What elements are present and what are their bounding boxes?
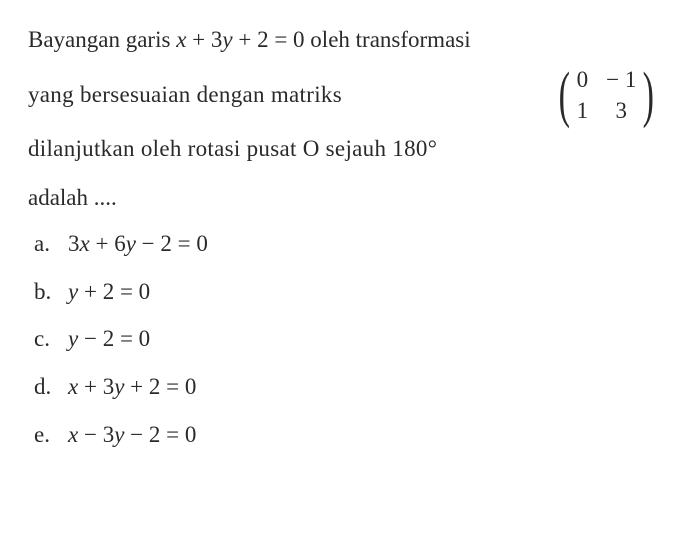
t: dilanjutkan oleh rotasi pusat O sejauh 1… bbox=[28, 131, 437, 167]
t: yang bersesuaian dengan matriks bbox=[28, 77, 342, 113]
var-x: x bbox=[176, 27, 186, 52]
t: + 2 = 0 bbox=[78, 279, 150, 304]
t: − 2 = 0 bbox=[124, 422, 196, 447]
question-line-3: dilanjutkan oleh rotasi pusat O sejauh 1… bbox=[28, 131, 659, 167]
matrix-cell: 1 bbox=[577, 97, 589, 125]
var-x: x bbox=[80, 231, 90, 256]
t: + 3 bbox=[78, 374, 114, 399]
var-y: y bbox=[68, 279, 78, 304]
option-letter: c. bbox=[34, 317, 68, 361]
t: − 3 bbox=[78, 422, 114, 447]
option-letter: a. bbox=[34, 222, 68, 266]
text: Bayangan garis x + 3y + 2 = 0 oleh trans… bbox=[28, 22, 471, 58]
var-y: y bbox=[222, 27, 232, 52]
option-d: d. x + 3y + 2 = 0 bbox=[34, 365, 659, 409]
option-expr: x + 3y + 2 = 0 bbox=[68, 365, 196, 409]
var-x: x bbox=[68, 374, 78, 399]
t: − 2 = 0 bbox=[78, 326, 150, 351]
option-expr: y + 2 = 0 bbox=[68, 270, 150, 314]
options-list: a. 3x + 6y − 2 = 0 b. y + 2 = 0 c. y − 2… bbox=[28, 222, 659, 456]
option-a: a. 3x + 6y − 2 = 0 bbox=[34, 222, 659, 266]
matrix: ( 0 − 1 1 3 ) bbox=[554, 64, 659, 127]
t: + 2 = 0 bbox=[124, 374, 196, 399]
question-stem: Bayangan garis x + 3y + 2 = 0 oleh trans… bbox=[28, 22, 659, 216]
paren-right-icon: ) bbox=[643, 69, 654, 121]
t: − 2 = 0 bbox=[136, 231, 208, 256]
var-y: y bbox=[68, 326, 78, 351]
t: 3 bbox=[68, 231, 80, 256]
paren-left-icon: ( bbox=[559, 69, 570, 121]
var-y: y bbox=[126, 231, 136, 256]
question-line-2: yang bersesuaian dengan matriks ( 0 − 1 … bbox=[28, 64, 659, 127]
matrix-grid: 0 − 1 1 3 bbox=[575, 64, 639, 127]
option-e: e. x − 3y − 2 = 0 bbox=[34, 413, 659, 457]
option-letter: e. bbox=[34, 413, 68, 457]
t: adalah .... bbox=[28, 180, 117, 216]
var-x: x bbox=[68, 422, 78, 447]
t: + 2 = 0 oleh transformasi bbox=[233, 27, 471, 52]
option-expr: x − 3y − 2 = 0 bbox=[68, 413, 196, 457]
t: + 6 bbox=[90, 231, 126, 256]
matrix-cell: 0 bbox=[577, 66, 589, 94]
var-y: y bbox=[114, 422, 124, 447]
option-expr: y − 2 = 0 bbox=[68, 317, 150, 361]
option-letter: d. bbox=[34, 365, 68, 409]
page: Bayangan garis x + 3y + 2 = 0 oleh trans… bbox=[0, 0, 687, 481]
t: Bayangan garis bbox=[28, 27, 176, 52]
var-y: y bbox=[114, 374, 124, 399]
option-b: b. y + 2 = 0 bbox=[34, 270, 659, 314]
question-line-1: Bayangan garis x + 3y + 2 = 0 oleh trans… bbox=[28, 22, 659, 58]
matrix-cell: − 1 bbox=[606, 66, 636, 94]
option-letter: b. bbox=[34, 270, 68, 314]
option-expr: 3x + 6y − 2 = 0 bbox=[68, 222, 208, 266]
question-line-4: adalah .... bbox=[28, 180, 659, 216]
option-c: c. y − 2 = 0 bbox=[34, 317, 659, 361]
matrix-cell: 3 bbox=[606, 97, 636, 125]
t: + 3 bbox=[186, 27, 222, 52]
